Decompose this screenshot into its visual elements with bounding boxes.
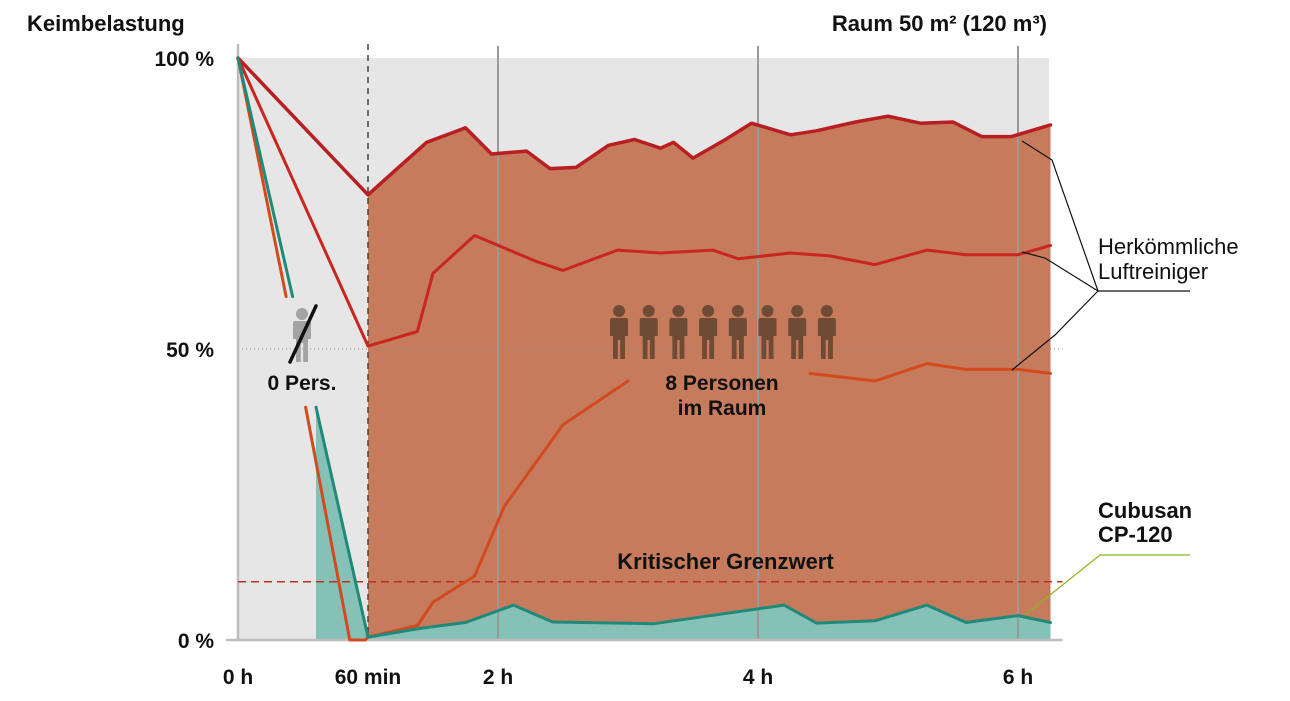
series-1-line: [236, 56, 1053, 197]
series-layer: [236, 56, 1053, 642]
person-icon: [610, 305, 628, 359]
leader-line: [1021, 251, 1099, 292]
person-icon: [639, 305, 658, 359]
persons-icons: [610, 305, 836, 359]
threshold-label: Kritischer Grenzwert: [617, 549, 834, 574]
y-axis-title: Keimbelastung: [27, 11, 185, 36]
series-2-line: [236, 56, 1052, 348]
cross-line: [288, 304, 318, 364]
person-icon: [817, 305, 836, 359]
person-icon: [669, 305, 688, 359]
series-4-line-seg2: [314, 405, 1052, 639]
cubusan-label-line1: Cubusan: [1098, 498, 1192, 523]
leader-line: [1011, 290, 1099, 371]
leader-line: [1021, 140, 1099, 292]
series-3-line-seg2: [304, 379, 630, 642]
persons-label-line1: 8 Personen: [665, 372, 778, 395]
no-persons-label: 0 Pers.: [268, 372, 337, 395]
person-icon: [699, 305, 718, 359]
persons-label-line2: im Raum: [678, 397, 767, 420]
y-tick-labels: 100 % 50 % 0 %: [154, 48, 214, 653]
vertical-gridlines: [497, 46, 1019, 640]
x-tick-labels: 0 h 60 min 2 h 4 h 6 h: [223, 666, 1033, 689]
person-icon: [293, 308, 311, 362]
person-icon: [758, 305, 777, 359]
cubusan-label-line2: CP-120: [1098, 522, 1173, 547]
room-title: Raum 50 m² (120 m³): [832, 11, 1047, 36]
crossed-person-icon: [288, 304, 318, 364]
y-tick-label: 100 %: [154, 48, 214, 71]
conventional-label-line2: Luftreiniger: [1098, 259, 1208, 284]
series-4-line-seg1: [236, 56, 295, 299]
series-3-line-seg3: [808, 362, 1052, 383]
x-tick-label: 6 h: [1003, 666, 1033, 689]
person-icon: [788, 305, 807, 359]
conventional-area: [368, 116, 1051, 640]
x-tick-label: 0 h: [223, 666, 253, 689]
person-icon: [728, 305, 747, 359]
x-tick-label: 4 h: [743, 666, 773, 689]
conventional-leader-lines: [1011, 140, 1190, 371]
y-tick-label: 0 %: [178, 630, 215, 653]
y-tick-label: 50 %: [166, 339, 214, 362]
conventional-label-line1: Herkömmliche: [1098, 234, 1239, 259]
x-tick-label: 2 h: [483, 666, 513, 689]
cubusan-leader-line: [1024, 554, 1190, 616]
x-tick-label: 60 min: [335, 666, 402, 689]
